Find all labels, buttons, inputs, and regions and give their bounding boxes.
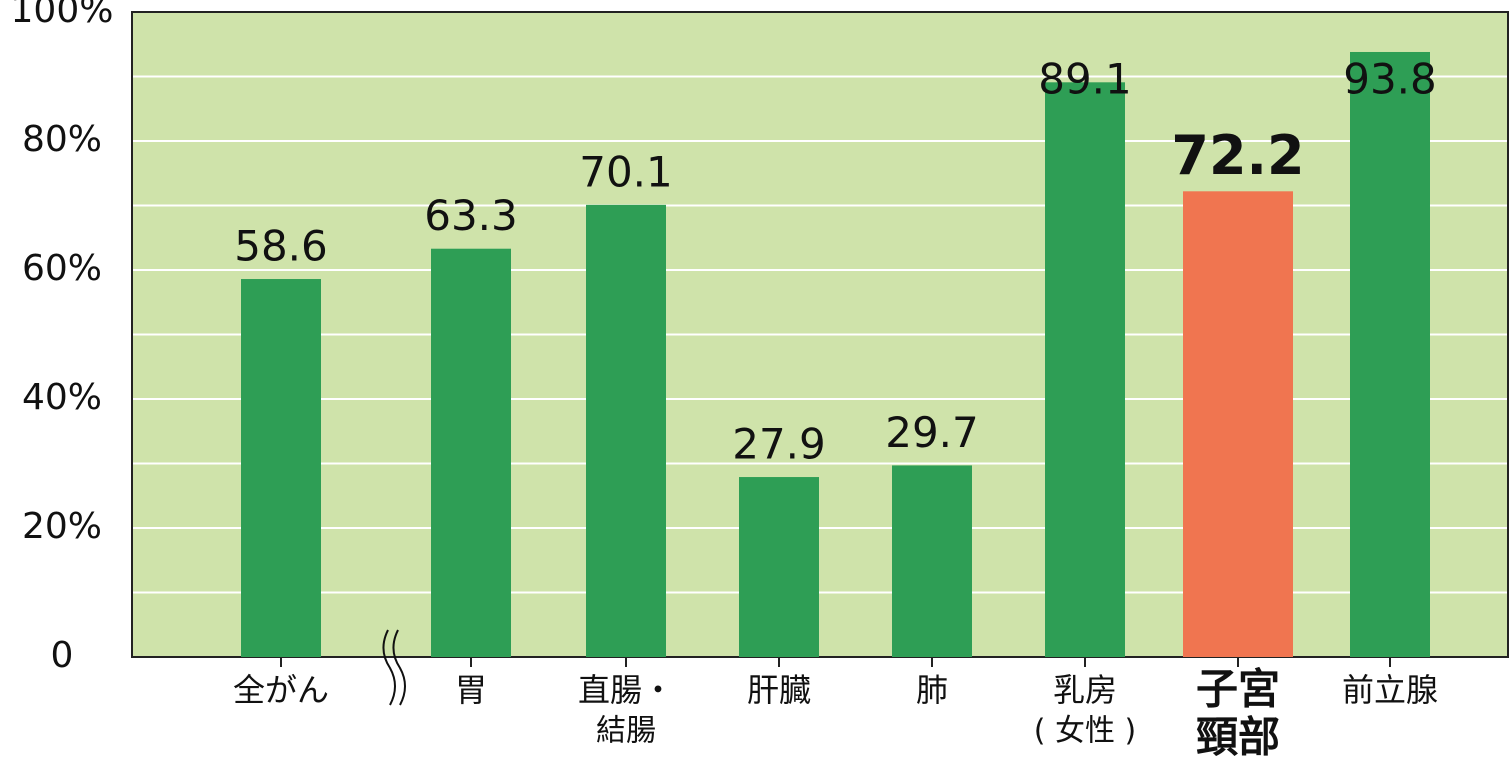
x-tick-label: 肺 bbox=[916, 671, 948, 709]
axis-break bbox=[382, 629, 406, 706]
bar bbox=[431, 248, 511, 657]
x-tick-label: 子宮 bbox=[1196, 665, 1280, 714]
plot-frame bbox=[131, 11, 1509, 658]
bar bbox=[1183, 191, 1293, 657]
x-tick-label: 結腸 bbox=[596, 714, 656, 749]
x-tick-label: 全がん bbox=[233, 671, 329, 709]
bar bbox=[1045, 82, 1125, 658]
x-tick-label: ( 女性 ) bbox=[1034, 714, 1136, 749]
bar bbox=[739, 477, 819, 657]
y-tick-label: 40% bbox=[22, 377, 102, 418]
x-tick-label: 頸部 bbox=[1196, 713, 1280, 762]
y-tick-label: 60% bbox=[22, 248, 102, 289]
bar bbox=[892, 465, 972, 657]
value-label: 29.7 bbox=[885, 408, 979, 457]
value-label: 63.3 bbox=[424, 191, 518, 240]
y-tick-label: 80% bbox=[22, 119, 102, 160]
x-tick-label: 直腸・ bbox=[578, 671, 674, 709]
bar bbox=[241, 279, 321, 657]
value-label: 89.1 bbox=[1038, 55, 1132, 104]
y-tick-label: 20% bbox=[22, 506, 102, 547]
bar bbox=[1350, 51, 1430, 658]
value-label: 70.1 bbox=[579, 147, 673, 196]
x-tick-label: 乳房 bbox=[1053, 671, 1117, 709]
bar bbox=[586, 204, 666, 658]
value-label: 27.9 bbox=[732, 420, 826, 469]
value-label: 93.8 bbox=[1343, 55, 1437, 104]
y-tick-label: 0 bbox=[51, 635, 74, 676]
value-label: 58.6 bbox=[234, 222, 328, 271]
x-tick-label: 前立腺 bbox=[1342, 671, 1438, 709]
y-tick-label: 100% bbox=[11, 0, 114, 31]
value-label: 72.2 bbox=[1171, 124, 1304, 187]
x-tick-label: 肝臓 bbox=[747, 671, 811, 709]
x-tick-label: 胃 bbox=[455, 671, 487, 709]
